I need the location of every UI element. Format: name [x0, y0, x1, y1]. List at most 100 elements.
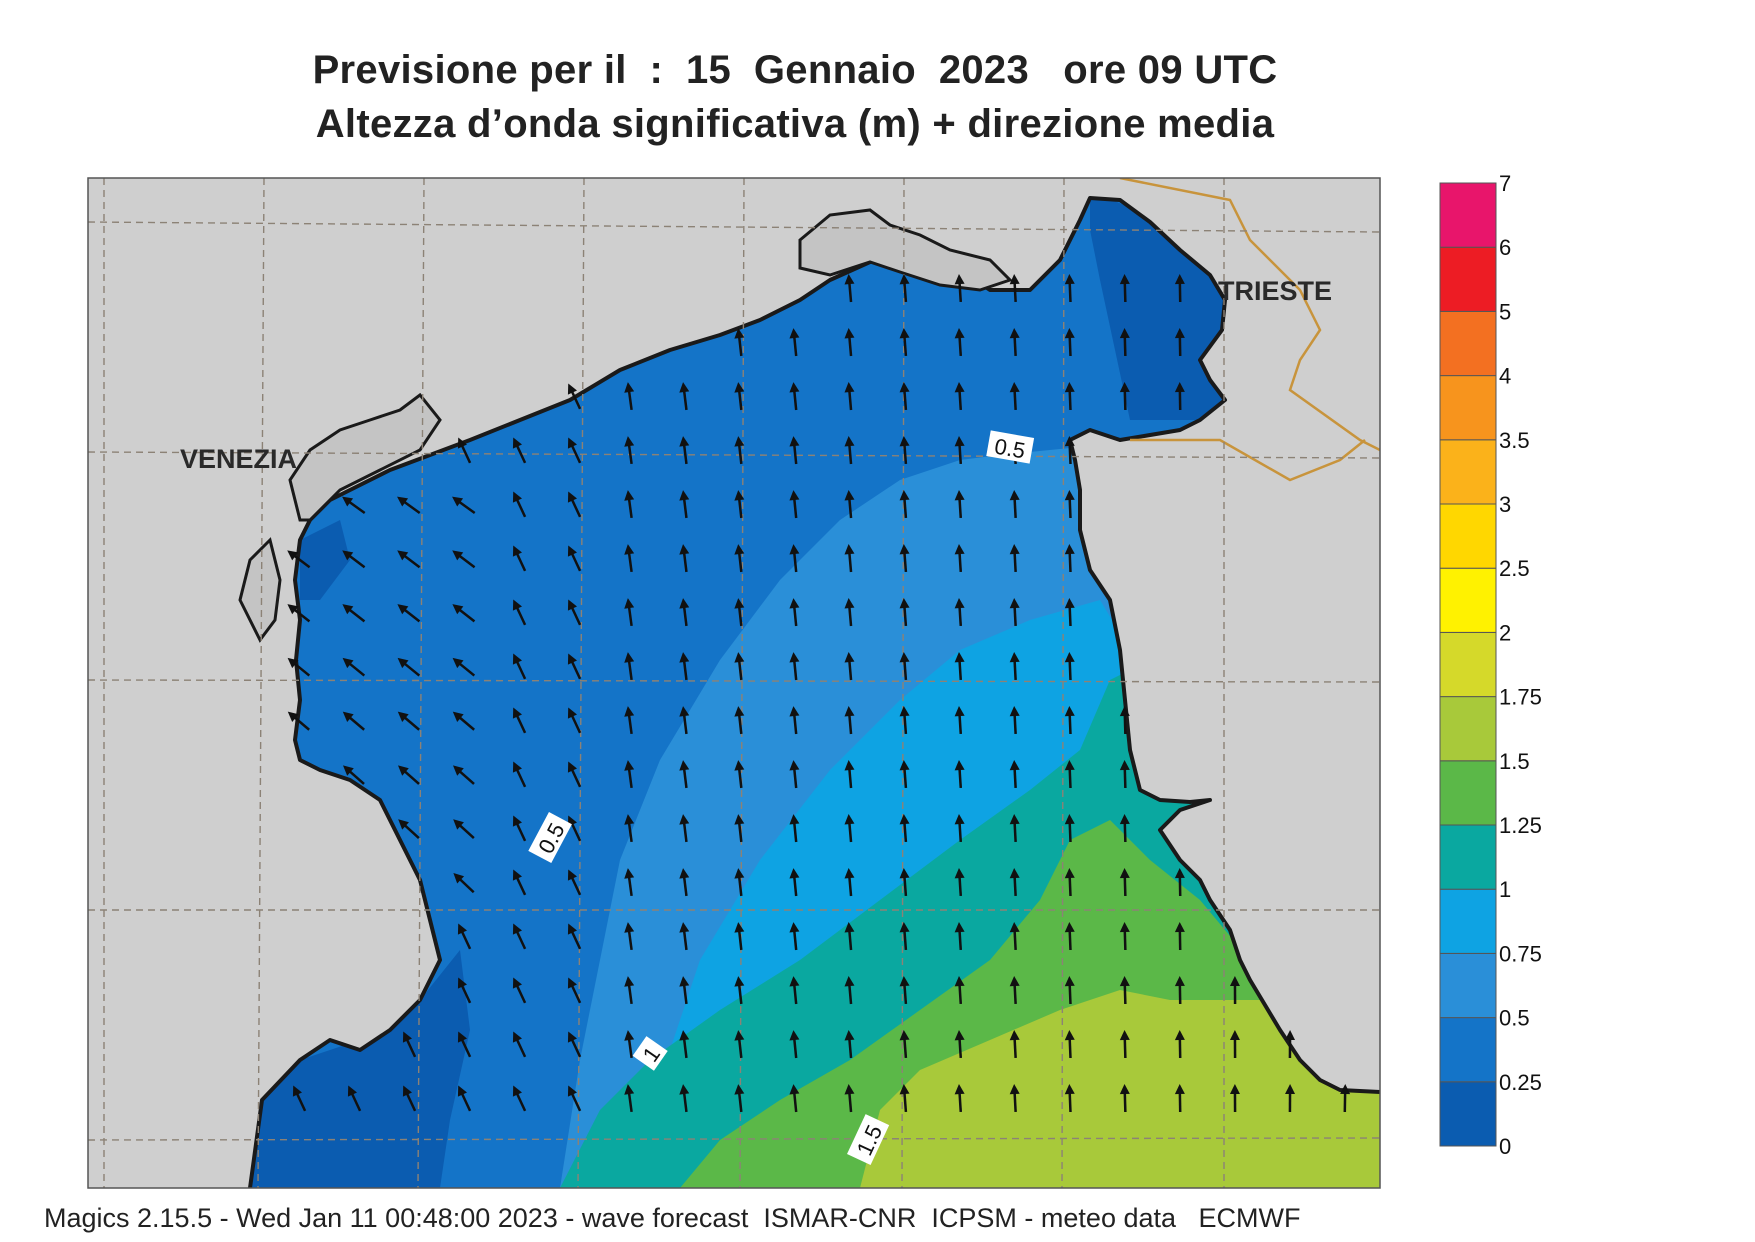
wave-direction-arrow — [789, 436, 800, 465]
wave-direction-arrow — [679, 652, 690, 681]
legend-swatch — [1439, 824, 1497, 890]
wave-direction-arrow — [347, 1085, 362, 1112]
wave-direction-arrow — [1229, 1030, 1240, 1059]
wave-direction-arrow — [734, 328, 745, 357]
wave-direction-arrow — [1119, 382, 1130, 411]
wave-direction-arrow — [954, 382, 965, 411]
lat-lon-grid — [88, 178, 1380, 1188]
wave-direction-arrows — [287, 274, 1351, 1113]
wave-direction-arrow — [1064, 382, 1075, 411]
wave-direction-arrow — [899, 976, 910, 1005]
wave-direction-arrow — [567, 599, 582, 626]
wave-direction-arrow — [1229, 1084, 1240, 1113]
wave-direction-arrow — [954, 760, 965, 789]
wave-direction-arrow — [734, 814, 745, 843]
legend-swatch — [1439, 696, 1497, 762]
wave-direction-arrow — [844, 544, 855, 573]
legend-swatch — [1439, 952, 1497, 1019]
laguna-veneta — [288, 392, 442, 522]
wave-direction-arrow — [567, 653, 582, 680]
legend-swatch — [1439, 567, 1497, 633]
wave-direction-arrow — [679, 598, 690, 627]
wave-direction-arrow — [844, 598, 855, 627]
wave-direction-arrow — [1009, 976, 1020, 1005]
band-0-025-south — [250, 950, 470, 1188]
wave-direction-arrow — [624, 760, 635, 789]
wave-direction-arrow — [1119, 1030, 1130, 1059]
wave-direction-arrow — [734, 868, 745, 897]
wave-direction-arrow — [734, 976, 745, 1005]
wave-direction-arrow — [679, 814, 690, 843]
wave-direction-arrow — [1064, 706, 1075, 735]
wave-direction-arrow — [624, 598, 635, 627]
wave-direction-arrow — [452, 604, 476, 623]
wave-direction-arrow — [734, 598, 745, 627]
wave-direction-arrow — [789, 868, 800, 897]
coastline — [248, 196, 1380, 1188]
wave-direction-arrow — [1119, 706, 1130, 735]
wave-direction-arrow — [567, 923, 582, 950]
wave-direction-arrow — [397, 496, 421, 515]
wave-direction-arrow — [734, 382, 745, 411]
wave-direction-arrow — [954, 976, 965, 1005]
legend-tick-label: 0 — [1499, 1134, 1511, 1159]
wave-direction-arrow — [624, 976, 635, 1005]
legend-tick-label: 1 — [1499, 877, 1511, 902]
wave-direction-arrow — [1009, 814, 1020, 843]
wave-direction-arrow — [844, 382, 855, 411]
wave-direction-arrow — [1119, 814, 1130, 843]
wave-direction-arrow — [1119, 976, 1130, 1005]
wave-direction-arrow — [512, 707, 527, 734]
wave-direction-arrow — [397, 550, 421, 569]
wave-direction-arrow — [789, 976, 800, 1005]
wave-direction-arrow — [1009, 1030, 1020, 1059]
wave-direction-arrow — [734, 922, 745, 951]
wave-direction-arrow — [457, 923, 472, 950]
wave-direction-arrow — [512, 869, 527, 896]
wave-direction-arrow — [734, 706, 745, 735]
wave-direction-arrow — [954, 1030, 965, 1059]
wave-direction-arrow — [899, 436, 910, 465]
wave-direction-arrow — [954, 868, 965, 897]
wave-direction-arrow — [512, 977, 527, 1004]
wave-direction-arrow — [512, 1031, 527, 1058]
wave-direction-arrow — [899, 544, 910, 573]
wave-direction-arrow — [1009, 652, 1020, 681]
wave-direction-arrow — [954, 328, 965, 357]
wave-direction-arrow — [397, 711, 420, 731]
wave-direction-arrow — [512, 815, 527, 842]
wave-direction-arrow — [567, 707, 582, 734]
city-label-trieste: TRIESTE — [1218, 276, 1332, 306]
wave-direction-arrow — [1009, 544, 1020, 573]
wave-direction-arrow — [342, 604, 366, 623]
wave-direction-arrow — [1119, 1084, 1130, 1113]
legend-tick-label: 2.5 — [1499, 556, 1530, 581]
wave-direction-arrow — [457, 437, 472, 464]
wave-direction-arrow — [899, 814, 910, 843]
legend-swatch — [1439, 375, 1497, 441]
wave-direction-arrow — [789, 922, 800, 951]
wave-direction-arrow — [1340, 1084, 1351, 1113]
wave-direction-arrow — [789, 760, 800, 789]
legend-swatch — [1439, 439, 1497, 505]
wave-direction-arrow — [397, 604, 421, 623]
wave-direction-arrow — [899, 1030, 910, 1059]
wave-direction-arrow — [512, 1085, 527, 1112]
wave-direction-arrow — [789, 814, 800, 843]
wave-direction-arrow — [1174, 328, 1185, 357]
wave-direction-arrow — [567, 761, 582, 788]
wave-direction-arrow — [402, 1031, 417, 1058]
wave-direction-arrow — [512, 545, 527, 572]
legend-swatch — [1439, 760, 1497, 826]
wave-direction-arrow — [1064, 922, 1075, 951]
wave-direction-arrow — [1064, 328, 1075, 357]
wave-direction-arrow — [844, 1030, 855, 1059]
wave-direction-arrow — [567, 437, 582, 464]
wave-direction-arrow — [1064, 868, 1075, 897]
wave-direction-arrow — [1009, 598, 1020, 627]
legend-colorbar: 0 0.25 0.5 0.75 1 1.25 1.5 1.75 2 2.5 3 3.5 4 5 6 7 — [1439, 171, 1542, 1159]
wave-direction-arrow — [954, 922, 965, 951]
wave-direction-arrow — [453, 872, 475, 894]
wave-direction-arrow — [844, 868, 855, 897]
wave-direction-arrow — [899, 922, 910, 951]
